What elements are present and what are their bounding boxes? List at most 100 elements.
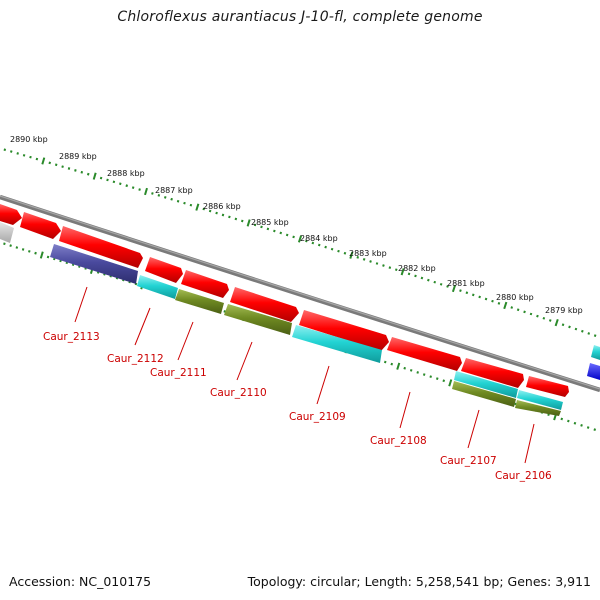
scale-minor-tick [435, 377, 439, 381]
scale-tick-label: 2888 kbp [107, 169, 145, 178]
scale-minor-tick [9, 244, 12, 248]
scale-major-tick [400, 268, 405, 276]
scale-minor-tick [581, 329, 584, 333]
scale-minor-tick [99, 176, 103, 180]
gene-label: Caur_2106 [495, 470, 552, 482]
gene-feature-blue [587, 363, 600, 380]
scale-minor-tick [285, 233, 289, 237]
scale-minor-tick [215, 211, 218, 215]
scale-minor-tick [427, 278, 430, 282]
scale-major-tick [451, 284, 457, 293]
gene-feature-olive [452, 381, 516, 407]
gene-feature-red [526, 376, 569, 397]
scale-minor-tick [29, 155, 32, 159]
scale-minor-tick [74, 169, 77, 172]
scale-minor-tick [478, 295, 481, 299]
scale-minor-tick [542, 316, 546, 320]
scale-minor-tick [369, 260, 372, 263]
scale-minor-tick [21, 248, 25, 251]
scale-minor-tick [86, 172, 90, 176]
scale-minor-tick [459, 289, 462, 293]
scale-minor-tick [523, 310, 526, 314]
gene-feature-cyan [517, 390, 563, 410]
scale-minor-tick [420, 276, 424, 280]
gene-feature-indigo [50, 244, 138, 284]
scale-major-tick [195, 203, 200, 211]
scale-major-tick [297, 235, 303, 243]
scale-minor-tick [407, 272, 411, 276]
scale-minor-tick [560, 417, 564, 421]
scale-minor-tick [382, 264, 385, 267]
scale-major-tick [349, 251, 354, 259]
scale-minor-tick [35, 157, 39, 161]
scale-minor-tick [131, 186, 135, 190]
scale-minor-tick [3, 242, 6, 246]
scale-minor-tick [202, 207, 206, 211]
scale-tick-label: 2879 kbp [545, 306, 583, 315]
outer-scale-ring [3, 148, 597, 338]
scale-minor-tick [516, 308, 520, 312]
gene-feature-red [145, 257, 183, 283]
scale-minor-tick [157, 193, 161, 197]
gene-feature-red [0, 204, 22, 225]
scale-minor-tick [433, 280, 437, 284]
scale-tick-label: 2887 kbp [155, 186, 193, 195]
scale-minor-tick [403, 366, 406, 370]
scale-minor-tick [510, 306, 514, 309]
scale-major-tick [503, 301, 508, 310]
scale-minor-tick [46, 255, 50, 259]
scale-minor-tick [16, 152, 19, 155]
scale-minor-tick [208, 209, 212, 213]
gene-feature-red [461, 358, 524, 388]
scale-minor-tick [279, 231, 283, 235]
scale-major-tick [41, 157, 46, 165]
scale-minor-tick [536, 314, 539, 318]
gene-feature-gray [0, 222, 14, 243]
scale-minor-tick [234, 217, 238, 221]
scale-minor-tick [390, 362, 394, 366]
scale-minor-tick [273, 229, 276, 233]
scale-minor-tick [54, 163, 58, 167]
scale-minor-tick [409, 369, 413, 372]
scale-minor-tick [375, 262, 379, 265]
scale-minor-tick [429, 375, 432, 378]
genome-backbone [0, 194, 600, 393]
scale-minor-tick [311, 241, 315, 245]
gene-feature-red [20, 212, 61, 239]
scale-minor-tick [266, 227, 270, 231]
gene-feature-red [230, 287, 299, 322]
scale-minor-tick [106, 178, 109, 182]
scale-minor-tick [119, 182, 122, 186]
scale-minor-tick [593, 334, 597, 338]
scale-minor-tick [324, 245, 327, 249]
scale-major-tick [554, 318, 559, 327]
gene-feature-olive [224, 304, 292, 335]
gene-features [0, 204, 600, 416]
scale-minor-tick [48, 161, 52, 165]
gene-feature-red [299, 310, 389, 351]
scale-minor-tick [567, 419, 570, 423]
scale-minor-tick [574, 327, 578, 331]
scale-minor-tick [593, 428, 597, 432]
scale-minor-tick [394, 268, 398, 272]
scale-minor-tick [189, 203, 193, 207]
gene-feature-olive [515, 400, 561, 416]
scale-tick-label: 2882 kbp [398, 264, 436, 273]
scale-tick-label: 2885 kbp [251, 218, 289, 227]
scale-minor-tick [529, 312, 533, 316]
scale-minor-tick [305, 239, 308, 243]
scale-minor-tick [80, 170, 84, 174]
scale-minor-tick [337, 249, 340, 253]
scale-minor-tick [317, 243, 321, 247]
scale-major-tick [92, 172, 97, 180]
gene-feature-red [181, 270, 229, 298]
scale-minor-tick [221, 213, 225, 217]
scale-minor-tick [497, 301, 501, 305]
scale-minor-tick [228, 215, 231, 219]
scale-minor-tick [586, 426, 590, 429]
scale-minor-tick [3, 148, 7, 152]
scale-minor-tick [223, 310, 226, 313]
scale-minor-tick [28, 250, 31, 253]
scale-minor-tick [170, 197, 173, 201]
scale-major-tick [246, 219, 251, 227]
